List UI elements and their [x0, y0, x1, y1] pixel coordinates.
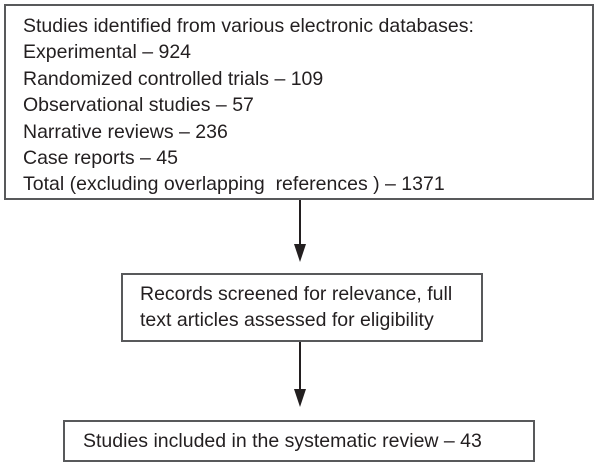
screening-text-line-1: Records screened for relevance, full — [140, 283, 453, 305]
study-count-line-total: Total (excluding overlapping references … — [23, 173, 445, 196]
down-arrow-2-head-icon — [293, 389, 306, 407]
identification-box: Studies identified from various electron… — [4, 4, 594, 200]
study-count-line-case-reports: Case reports – 45 — [23, 147, 179, 170]
down-arrow-1-stem — [299, 200, 301, 246]
down-arrow-2-stem — [299, 342, 301, 390]
study-count-line-narrative: Narrative reviews – 236 — [23, 120, 228, 143]
identification-heading: Studies identified from various electron… — [23, 15, 474, 37]
study-count-line-observational: Observational studies – 57 — [23, 94, 254, 117]
down-arrow-1-head-icon — [293, 244, 306, 262]
included-box: Studies included in the systematic revie… — [63, 420, 535, 462]
included-text: Studies included in the systematic revie… — [83, 429, 482, 452]
screening-text-line-2: text articles assessed for eligibility — [140, 309, 434, 332]
study-count-line-rct: Randomized controlled trials – 109 — [23, 67, 324, 90]
study-count-line-experimental: Experimental – 924 — [23, 41, 192, 64]
screening-box: Records screened for relevance, full tex… — [121, 273, 483, 342]
